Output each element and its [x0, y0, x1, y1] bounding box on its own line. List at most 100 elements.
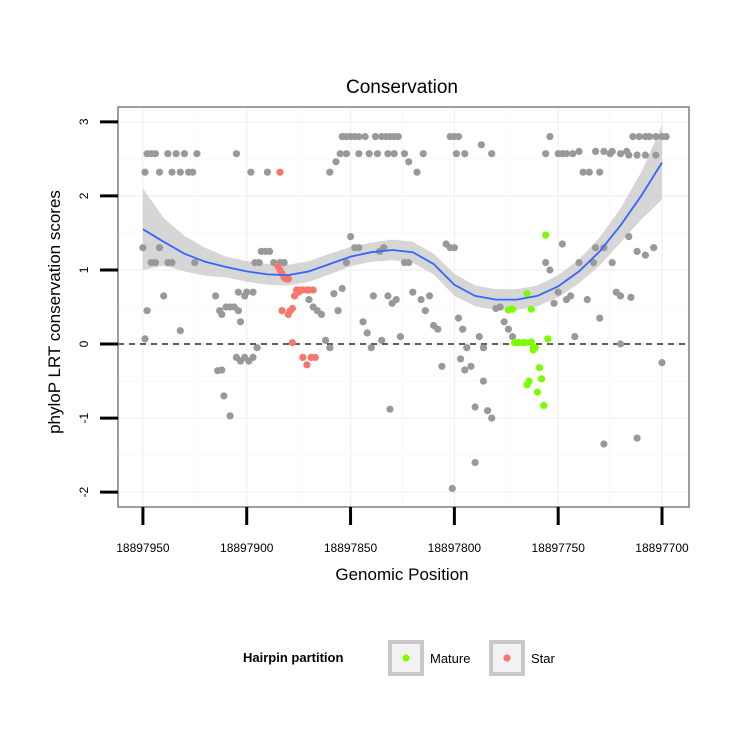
data-point-other — [396, 333, 404, 341]
data-point-other — [658, 359, 666, 367]
data-point-other — [562, 150, 571, 158]
data-point-other — [450, 244, 458, 252]
data-point-mature — [542, 231, 550, 239]
data-point-mature — [544, 335, 552, 343]
data-point-other — [571, 333, 579, 341]
data-point-other — [558, 240, 566, 248]
data-point-other — [253, 344, 261, 352]
data-point-other — [164, 150, 172, 158]
data-point-other — [180, 150, 188, 158]
data-point-other — [575, 147, 583, 155]
data-point-other — [463, 344, 471, 352]
data-point-other — [172, 150, 180, 158]
data-point-other — [220, 392, 228, 400]
smooth-line — [142, 162, 663, 301]
data-point-other — [413, 168, 421, 176]
data-point-other — [459, 325, 467, 333]
data-point-other — [662, 133, 670, 141]
data-point-other — [392, 296, 400, 304]
data-point-star — [284, 310, 292, 318]
data-point-other — [380, 244, 388, 252]
x-axis-title: Genomic Position — [335, 565, 468, 584]
data-point-other — [160, 292, 168, 300]
data-point-other — [378, 336, 386, 344]
data-point-other — [263, 168, 272, 176]
data-point-other — [390, 150, 398, 158]
data-point-other — [193, 150, 201, 158]
data-point-mature — [521, 339, 529, 347]
y-tick-label: 0 — [77, 340, 91, 347]
data-point-other — [326, 168, 334, 176]
data-point-other — [635, 133, 643, 141]
data-point-other — [151, 259, 159, 267]
data-point-other — [633, 247, 641, 255]
data-point-other — [496, 303, 504, 311]
data-point-other — [542, 259, 550, 267]
data-point-other — [600, 147, 608, 155]
data-point-other — [608, 147, 616, 155]
data-point-other — [317, 310, 326, 318]
data-point-other — [255, 259, 263, 267]
data-point-other — [454, 133, 463, 141]
data-point-other — [371, 133, 380, 141]
data-point-other — [479, 377, 487, 385]
data-point-star — [303, 361, 311, 369]
data-point-other — [500, 318, 508, 326]
y-axis-title: phyloP LRT conservation scores — [45, 190, 64, 434]
data-point-other — [550, 299, 558, 307]
data-point-other — [168, 259, 176, 267]
data-point-other — [405, 158, 413, 166]
data-point-other — [596, 314, 604, 322]
data-point-other — [189, 168, 197, 176]
y-tick-label: 3 — [77, 118, 91, 125]
data-point-other — [452, 150, 460, 158]
data-point-other — [488, 414, 496, 422]
data-point-other — [479, 344, 487, 352]
data-point-other — [608, 259, 616, 267]
data-point-other — [176, 168, 184, 176]
data-point-other — [332, 158, 340, 166]
data-point-other — [361, 133, 369, 141]
data-point-star — [284, 275, 292, 283]
data-point-mature — [523, 290, 531, 298]
data-point-star — [276, 168, 284, 176]
data-point-other — [542, 150, 550, 158]
x-tick-label: 18897700 — [635, 541, 689, 555]
data-point-other — [589, 259, 598, 267]
data-point-other — [592, 244, 600, 252]
data-point-other — [508, 333, 517, 341]
data-point-star — [278, 307, 286, 315]
data-point-other — [305, 296, 313, 304]
data-point-other — [330, 290, 338, 298]
data-point-other — [471, 403, 479, 411]
data-point-other — [438, 362, 446, 370]
data-point-mature — [508, 305, 517, 313]
x-tick-label: 18897850 — [324, 541, 378, 555]
data-point-other — [477, 141, 485, 149]
y-tick-label: -2 — [77, 487, 91, 498]
data-point-mature — [535, 364, 544, 372]
data-point-other — [234, 307, 242, 315]
data-point-other — [234, 288, 242, 296]
data-point-other — [249, 288, 257, 296]
data-point-other — [484, 407, 492, 415]
confidence-band — [118, 125, 689, 345]
data-point-other — [583, 296, 591, 304]
data-point-other — [155, 244, 164, 252]
data-point-other — [336, 150, 344, 158]
data-point-other — [569, 150, 577, 158]
data-point-other — [214, 367, 222, 375]
data-point-other — [579, 168, 587, 176]
data-point-mature — [540, 401, 548, 410]
legend-label: Mature — [430, 651, 470, 666]
data-point-other — [629, 133, 637, 141]
data-point-star — [288, 339, 296, 347]
panel-border — [117, 106, 690, 508]
data-point-other — [625, 233, 633, 241]
data-point-other — [266, 247, 274, 255]
data-point-other — [645, 133, 654, 141]
data-point-other — [461, 366, 469, 374]
data-point-other — [641, 151, 650, 159]
data-point-mature — [527, 338, 535, 346]
data-point-other — [155, 168, 164, 176]
